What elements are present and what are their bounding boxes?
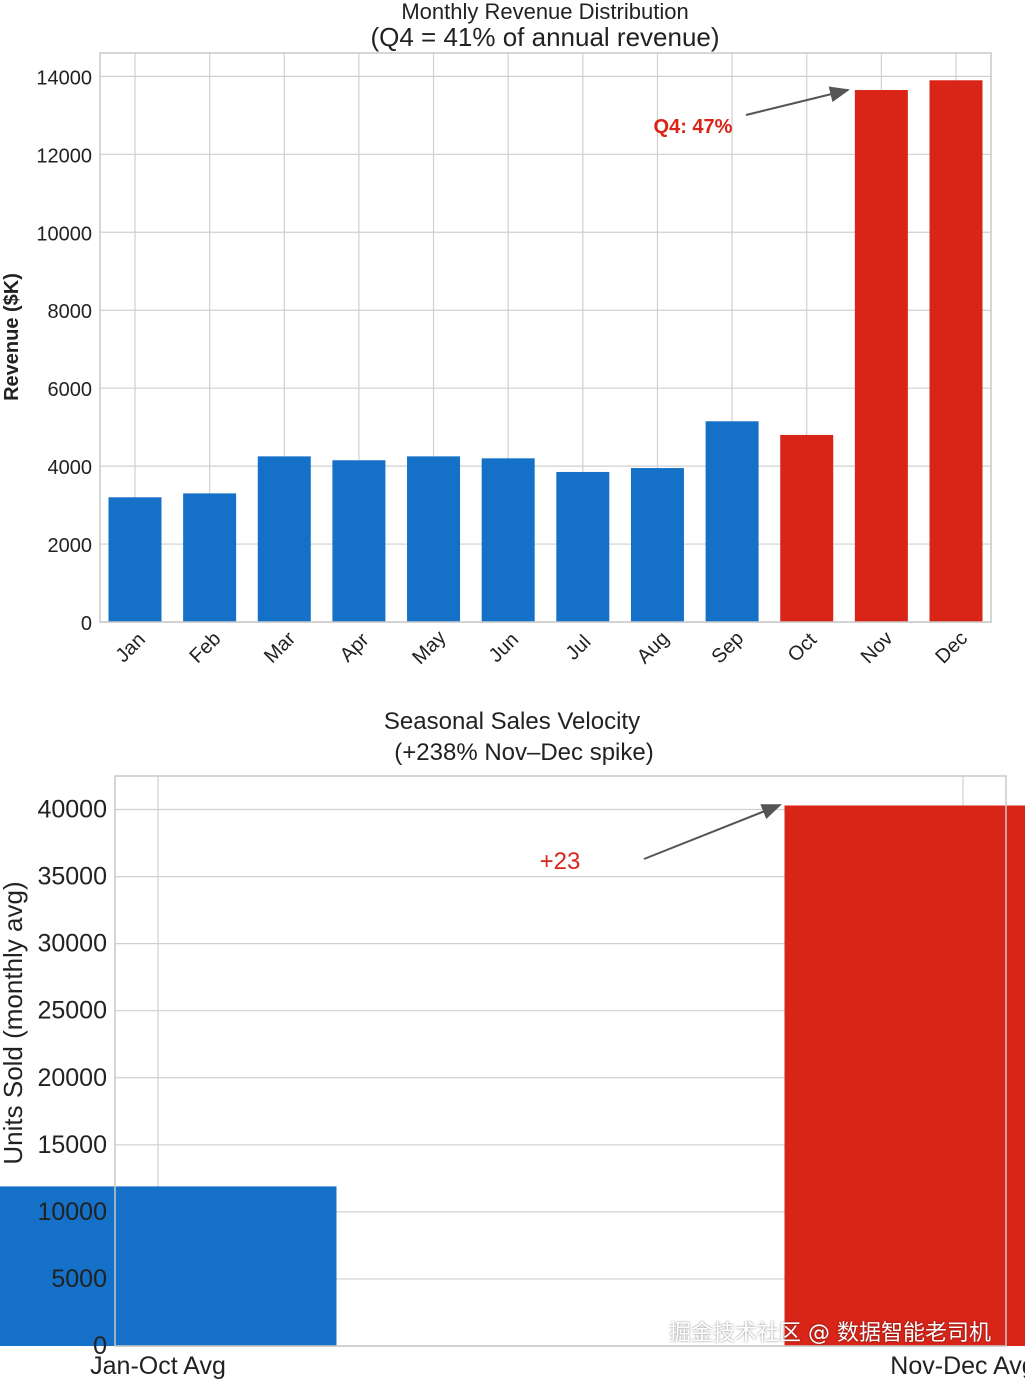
bar-apr [332, 460, 386, 622]
y-tick-label: 10000 [37, 1198, 107, 1226]
y-tick-label: 4000 [48, 457, 93, 479]
x-tick-label: Oct [784, 629, 822, 667]
bar-nov [854, 90, 908, 622]
bar-aug [630, 468, 684, 622]
bar-may [407, 456, 461, 622]
y-tick-label: 30000 [37, 930, 107, 958]
chart1-y-ticks: 0 2000 4000 6000 8000 10000 12000 14000 [36, 67, 92, 635]
bar-jul [556, 471, 610, 622]
monthly-revenue-chart: Monthly Revenue Distribution (Q4 = 41% o… [1, 0, 992, 669]
bar-feb [183, 493, 237, 622]
bar-oct [780, 434, 834, 622]
chart2-bars [0, 805, 1025, 1346]
x-tick-label: Feb [185, 628, 225, 668]
chart2-title: Seasonal Sales Velocity [384, 708, 640, 735]
chart2-annotation-label: +23 [540, 848, 581, 875]
bar-jan [108, 497, 162, 622]
y-tick-label: 35000 [37, 863, 107, 891]
x-tick-label: Jan-Oct Avg [90, 1352, 226, 1380]
y-tick-label: 0 [81, 613, 92, 635]
chart1-annotation-arrow [745, 86, 850, 116]
y-tick-label: 25000 [37, 997, 107, 1025]
x-tick-label: Aug [633, 627, 674, 668]
chart1-bars [108, 80, 983, 622]
x-tick-label: Nov [857, 627, 898, 668]
y-tick-label: 0 [93, 1332, 107, 1360]
x-tick-label: Sep [707, 627, 748, 668]
y-tick-label: 12000 [36, 145, 92, 167]
bar-sep [705, 421, 759, 622]
chart1-annotation-label: Q4: 47% [654, 116, 733, 138]
chart2-annotation-arrow [643, 804, 782, 860]
x-tick-label: Mar [260, 628, 300, 668]
y-tick-label: 40000 [37, 796, 107, 824]
y-tick-label: 10000 [36, 223, 92, 245]
y-tick-label: 20000 [37, 1064, 107, 1092]
chart1-frame [99, 52, 992, 623]
bar-jun [481, 458, 535, 622]
y-tick-label: 14000 [36, 67, 92, 89]
y-tick-label: 6000 [48, 379, 93, 401]
chart1-subtitle: (Q4 = 41% of annual revenue) [370, 22, 719, 52]
chart2-x-ticks: Jan-Oct Avg Nov-Dec Avg [90, 1352, 1025, 1380]
chart2-subtitle: (+238% Nov–Dec spike) [394, 739, 653, 766]
x-tick-label: Jan [112, 629, 150, 667]
chart1-x-ticks: Jan Feb Mar Apr May Jun Jul Aug Sep Oct Nov Dec [112, 627, 973, 669]
y-tick-label: 15000 [37, 1131, 107, 1159]
bar-mar [257, 456, 311, 622]
chart1-y-axis-label: Revenue ($K) [1, 273, 23, 401]
watermark: 掘金技术社区 @ 数据智能老司机 [669, 1321, 991, 1346]
bar-nov-dec-avg [784, 805, 1025, 1346]
x-tick-label: Nov-Dec Avg [890, 1352, 1025, 1380]
x-tick-label: Jun [485, 629, 523, 667]
x-tick-label: Apr [336, 629, 374, 667]
y-tick-label: 8000 [48, 301, 93, 323]
x-tick-label: Dec [931, 627, 972, 668]
chart2-frame [114, 775, 1007, 1347]
y-tick-label: 2000 [48, 535, 93, 557]
bar-dec [929, 80, 983, 622]
chart2-y-ticks: 0 5000 10000 15000 20000 25000 30000 35000 40000 [37, 796, 107, 1360]
chart1-title: Monthly Revenue Distribution [401, 0, 688, 24]
y-tick-label: 5000 [51, 1265, 107, 1293]
bar-jan-oct-avg [0, 1186, 337, 1346]
seasonal-sales-chart: Seasonal Sales Velocity (+238% Nov–Dec s… [0, 708, 1025, 1380]
x-tick-label: Jul [562, 631, 596, 665]
chart2-y-axis-label: Units Sold (monthly avg) [0, 881, 28, 1164]
x-tick-label: May [408, 627, 450, 669]
